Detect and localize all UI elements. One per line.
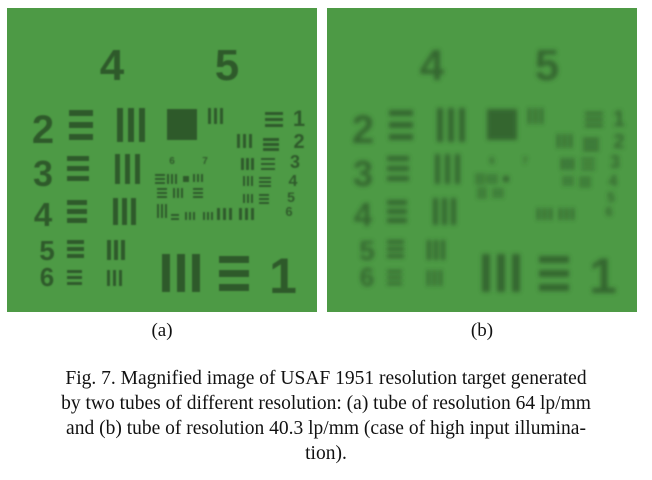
element-number: 2 (32, 108, 54, 152)
panel-b-image: 4 5 2 3 4 5 6 1 2 3 (327, 8, 637, 312)
element-number: 5 (39, 235, 55, 266)
group-number-5: 5 (215, 41, 239, 90)
panel-b-label: (b) (470, 320, 494, 341)
figure-caption: Fig. 7. Magnified image of USAF 1951 res… (0, 366, 652, 466)
svg-text:4: 4 (354, 196, 373, 233)
vertical-bars-left (107, 108, 145, 286)
svg-text:4: 4 (420, 41, 445, 90)
caption-line: by two tubes of different resolution: (a… (61, 393, 591, 414)
target-pattern: 4 5 2 3 4 5 6 (32, 41, 305, 304)
caption-line: and (b) tube of resolution 40.3 lp/mm (c… (66, 418, 586, 439)
svg-text:2: 2 (352, 108, 374, 152)
svg-text:1: 1 (269, 248, 297, 304)
element-number: 4 (34, 196, 53, 233)
svg-text:3: 3 (353, 153, 373, 194)
bottom-bars (162, 254, 249, 292)
svg-text:6: 6 (489, 156, 495, 167)
svg-text:3: 3 (290, 152, 300, 172)
usaf-target-a: 4 5 2 3 4 5 6 (7, 8, 317, 312)
target-pattern: 4 5 2 3 4 5 6 1 2 3 (352, 41, 625, 304)
right-small-bars (208, 108, 283, 204)
svg-text:6: 6 (285, 204, 292, 219)
element-number: 3 (33, 153, 53, 194)
tiny-bars (155, 174, 254, 220)
svg-text:1: 1 (589, 248, 617, 304)
horizontal-bars-left (67, 110, 93, 285)
panel-a-label: (a) (151, 320, 173, 341)
group-number-4: 4 (100, 41, 125, 90)
svg-text:1: 1 (613, 106, 625, 131)
panel-a-image: 4 5 2 3 4 5 6 (7, 8, 317, 312)
element-number: 6 (40, 262, 54, 292)
svg-text:4: 4 (609, 173, 618, 190)
caption-line: tion). (305, 443, 347, 464)
svg-text:5: 5 (607, 189, 615, 205)
svg-text:5: 5 (535, 41, 559, 90)
svg-text:7: 7 (522, 156, 528, 167)
svg-text:3: 3 (610, 152, 620, 172)
square-marker (167, 109, 197, 140)
svg-text:5: 5 (287, 189, 295, 205)
usaf-target-b: 4 5 2 3 4 5 6 1 2 3 (327, 8, 637, 312)
svg-text:1: 1 (293, 106, 305, 131)
svg-text:5: 5 (359, 235, 375, 266)
svg-text:2: 2 (613, 131, 624, 153)
caption-line: Fig. 7. Magnified image of USAF 1951 res… (65, 368, 587, 389)
svg-text:6: 6 (169, 156, 175, 167)
svg-text:2: 2 (293, 131, 304, 153)
svg-text:6: 6 (605, 204, 612, 219)
svg-text:4: 4 (289, 173, 298, 190)
svg-text:7: 7 (202, 156, 208, 167)
svg-text:6: 6 (360, 262, 374, 292)
